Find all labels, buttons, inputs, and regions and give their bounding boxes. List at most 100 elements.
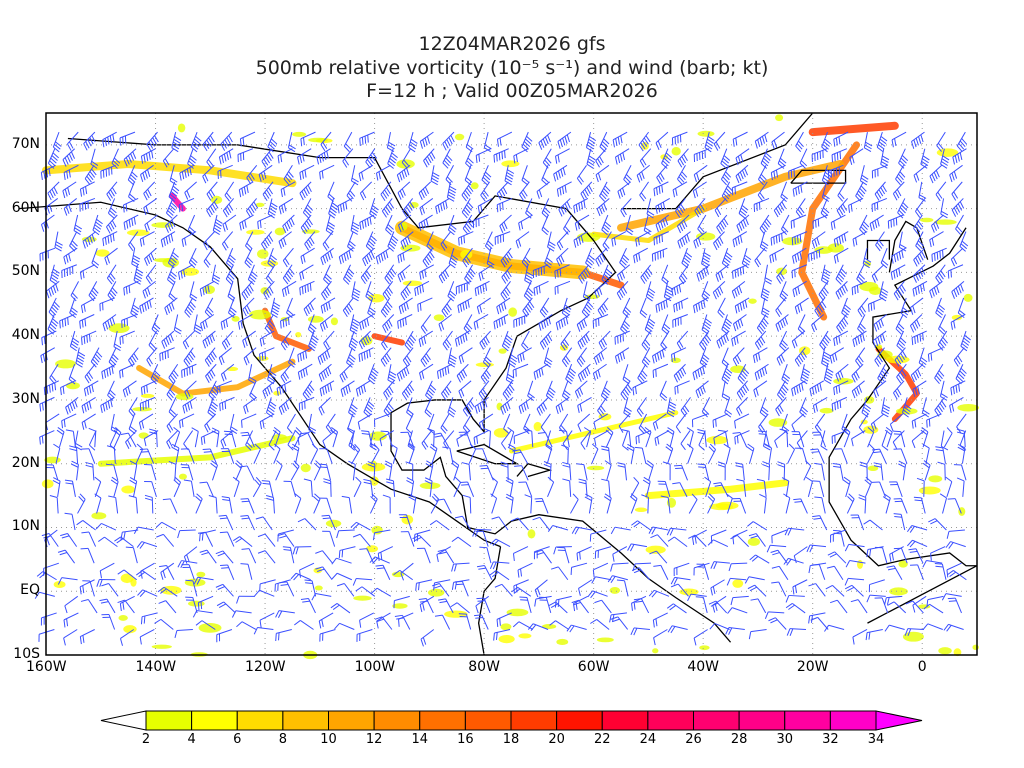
wind-barb xyxy=(500,281,511,301)
wind-barb xyxy=(139,396,156,411)
wind-barb xyxy=(462,397,475,417)
wind-barb xyxy=(455,280,472,295)
colorbar-box xyxy=(647,710,694,731)
wind-barb xyxy=(496,131,513,147)
wind-barb xyxy=(268,430,277,451)
wind-barb xyxy=(119,131,136,146)
wind-barb xyxy=(827,551,847,564)
wind-barb xyxy=(960,330,971,352)
wind-barb xyxy=(242,297,255,317)
wind-barb xyxy=(166,380,176,401)
vorticity-speck xyxy=(768,418,788,427)
wind-barb xyxy=(70,281,80,302)
vorticity-speck xyxy=(314,585,323,591)
wind-barb xyxy=(759,231,769,252)
wind-barb xyxy=(193,576,214,585)
wind-barb xyxy=(447,397,457,418)
wind-barb xyxy=(261,148,274,168)
wind-barb xyxy=(281,280,297,298)
wind-barb xyxy=(101,583,119,597)
wind-barb xyxy=(61,413,77,429)
wind-barb xyxy=(56,427,65,448)
wind-barb xyxy=(558,198,571,217)
vorticity-speck xyxy=(132,407,152,412)
wind-barb xyxy=(79,314,95,329)
wind-barb xyxy=(524,494,533,514)
wind-barb xyxy=(527,380,535,401)
vorticity-speck xyxy=(178,473,187,480)
wind-barb xyxy=(64,512,76,531)
wind-barb xyxy=(648,526,669,535)
wind-barb xyxy=(857,314,866,335)
wind-barb xyxy=(294,620,314,630)
wind-barb xyxy=(693,562,710,576)
wind-barb xyxy=(185,596,198,614)
wind-barb xyxy=(504,165,515,186)
wind-barb xyxy=(476,297,491,315)
wind-barb xyxy=(573,198,589,214)
wind-barb xyxy=(701,248,711,269)
vorticity-speck xyxy=(920,217,934,223)
wind-barb xyxy=(655,131,669,150)
wind-barb xyxy=(750,598,767,614)
wind-barb xyxy=(286,297,294,319)
wind-barb xyxy=(811,231,826,249)
wind-barb xyxy=(734,413,750,429)
wind-barb xyxy=(139,231,155,247)
wind-barb xyxy=(49,264,60,285)
wind-barb xyxy=(561,297,572,319)
wind-barb xyxy=(88,427,97,448)
wind-barb xyxy=(441,380,452,401)
wind-barb xyxy=(179,413,195,429)
wind-barb xyxy=(308,413,317,434)
wind-barb xyxy=(287,430,296,451)
wind-barb xyxy=(367,297,376,319)
wind-barb xyxy=(463,314,473,335)
wind-barb xyxy=(576,314,590,332)
wind-barb xyxy=(836,198,848,218)
wind-barb xyxy=(496,197,513,213)
wind-barb xyxy=(558,429,570,448)
wind-barb xyxy=(930,214,944,233)
wind-barb xyxy=(648,589,670,598)
wind-barb xyxy=(539,330,553,350)
wind-barb xyxy=(435,198,450,215)
wind-barb xyxy=(299,264,314,281)
wind-barb xyxy=(770,231,786,246)
wind-barb xyxy=(666,603,687,614)
wind-barb xyxy=(451,562,470,572)
wind-barb xyxy=(128,397,138,418)
wind-barb xyxy=(794,447,808,464)
wind-barb xyxy=(273,443,281,464)
lat-tick-label: 10S xyxy=(13,646,40,662)
lat-tick-label: EQ xyxy=(20,582,40,599)
wind-barb xyxy=(278,397,292,415)
wind-barb xyxy=(554,595,572,608)
wind-barb xyxy=(737,363,750,385)
wind-barb xyxy=(363,478,374,497)
wind-barb xyxy=(401,148,411,169)
wind-barb xyxy=(622,430,629,451)
wind-barb xyxy=(910,564,924,580)
wind-barb xyxy=(331,572,353,581)
wind-barb xyxy=(319,463,332,481)
wind-barb xyxy=(123,280,139,296)
wind-barb xyxy=(215,550,234,564)
wind-barb xyxy=(721,248,733,269)
wind-barb xyxy=(827,164,844,179)
wind-barb xyxy=(490,538,511,548)
wind-barb xyxy=(660,495,671,514)
wind-barb xyxy=(330,427,339,448)
wind-barb xyxy=(237,148,254,163)
wind-barb xyxy=(583,427,592,448)
wind-barb xyxy=(206,198,219,218)
colorbar-label: 14 xyxy=(411,732,429,747)
lat-tick-label: 40N xyxy=(11,327,40,344)
wind-barb xyxy=(150,364,161,385)
wind-barb xyxy=(259,347,275,362)
wind-barb xyxy=(908,548,924,564)
wind-barb xyxy=(484,231,494,252)
wind-barb xyxy=(417,297,433,312)
wind-barb xyxy=(863,132,873,153)
wind-barb xyxy=(275,629,292,642)
